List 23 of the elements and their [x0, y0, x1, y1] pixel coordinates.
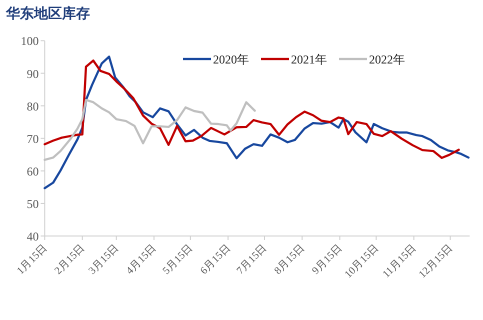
y-tick-label: 80 — [26, 99, 39, 114]
x-tick-label: 8月15日 — [272, 242, 308, 277]
x-tick-label: 9月15日 — [310, 242, 345, 277]
title: 华东地区库存 — [6, 7, 90, 22]
legend-label: 2020年 — [213, 52, 249, 66]
x-tick-label: 3月15日 — [86, 242, 122, 277]
x-tick-label: 11月15日 — [380, 242, 419, 280]
x-tick-label: 5月15日 — [160, 242, 196, 277]
x-tick-label: 2月15日 — [52, 242, 88, 277]
y-tick-label: 90 — [26, 66, 39, 81]
x-tick-label: 7月15日 — [234, 242, 270, 277]
x-tick-label: 12月15日 — [416, 242, 456, 281]
y-tick-label: 70 — [26, 132, 39, 146]
y-tick-label: 40 — [26, 230, 39, 244]
x-tick-label: 10月15日 — [342, 242, 382, 281]
x-tick-label: 4月15日 — [124, 242, 160, 277]
x-tick-label: 1月15日 — [14, 242, 50, 277]
legend-label: 2022年 — [369, 52, 405, 66]
y-tick-label: 100 — [20, 34, 39, 48]
legend-label: 2021年 — [291, 52, 327, 66]
y-tick-label: 50 — [26, 196, 39, 211]
y-tick-label: 60 — [26, 164, 39, 178]
x-tick-label: 6月15日 — [198, 242, 234, 277]
